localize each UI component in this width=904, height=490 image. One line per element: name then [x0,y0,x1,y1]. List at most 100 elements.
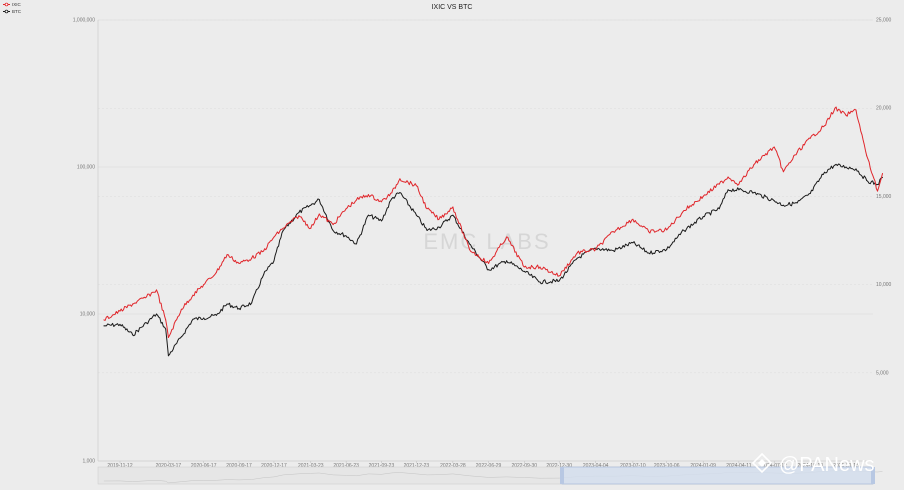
x-tick-label: 2022-03-28 [440,463,466,469]
data-point-ixic [782,171,784,173]
x-tick-label: 2022-12-30 [546,463,572,469]
data-point-btc [399,192,401,194]
data-point-ixic [718,183,720,185]
data-point-ixic [648,231,650,233]
data-point-btc [132,334,134,336]
data-point-btc [263,274,265,276]
data-point-ixic [683,210,685,211]
data-point-btc [251,302,253,304]
data-point-btc [426,230,428,231]
x-tick-label: 2020-09-17 [226,463,252,469]
y-right-tick-label: 5,000 [876,370,889,376]
data-point-btc [666,248,668,250]
data-point-ixic [345,208,347,210]
data-point-ixic [332,224,334,226]
x-tick-label: 2025-01-15 [833,463,859,469]
legend-marker-btc [4,9,9,14]
data-point-ixic [438,218,440,220]
data-point-btc [215,314,217,316]
x-tick-label: 2021-12-23 [404,463,430,469]
data-point-btc [648,252,650,254]
x-tick-label: 2021-09-23 [369,463,395,469]
data-point-btc [738,189,740,191]
data-point-btc [345,235,347,237]
data-point-btc [576,257,578,259]
data-point-btc [310,204,312,206]
data-point-btc [539,281,541,283]
data-point-btc [845,166,847,168]
data-point-btc [146,322,147,324]
watermark-text: EMC LABS [423,229,550,254]
data-point-btc [165,328,167,330]
y-left-tick-label: 10,000 [80,312,96,318]
data-point-ixic [165,319,167,321]
data-point-ixic [796,151,798,153]
data-point-btc [824,171,825,173]
series-layer [103,106,883,357]
data-point-ixic [738,183,740,185]
data-point-btc [753,192,755,194]
data-point-btc [834,164,836,166]
x-tick-label: 2024-10-14 [798,463,824,469]
data-point-ixic [298,215,300,217]
y-left-tick-label: 1,000,000 [73,18,95,24]
data-point-btc [506,260,508,262]
data-point-ixic [119,310,121,312]
data-point-ixic [452,206,454,208]
x-tick-label: 2020-12-17 [261,463,287,469]
data-point-ixic [167,337,169,338]
data-point-ixic [488,262,490,264]
y-right-tick-label: 25,000 [876,18,892,24]
data-point-btc [318,199,320,201]
data-point-ixic [238,262,240,264]
brand-text: @PANews [779,454,875,476]
y-left-tick-label: 100,000 [77,165,95,171]
x-tick-label: 2021-03-23 [298,463,324,469]
x-tick-label: 2023-10-06 [654,463,680,469]
data-point-btc [367,214,369,216]
data-point-btc [488,269,490,271]
data-point-ixic [702,195,704,197]
x-tick-label: 2022-09-30 [511,463,537,469]
data-point-ixic [612,231,614,233]
data-point-btc [632,242,634,244]
data-point-ixic [367,194,369,196]
data-point-btc [103,325,105,327]
data-point-btc [855,168,857,170]
data-point-btc [282,230,284,231]
y-axis-left: 1,000 10,000 100,000 1,000,000 [73,18,99,465]
data-point-btc [523,270,525,272]
data-zoom-slider[interactable] [97,466,883,485]
data-point-ixic [595,248,597,250]
data-point-btc [882,176,883,178]
data-point-ixic [192,294,194,296]
slider-handle-right[interactable] [871,467,875,484]
data-point-ixic [523,266,525,268]
data-point-btc [782,204,784,206]
data-point-btc [718,208,720,210]
data-point-ixic [180,308,182,310]
data-point-ixic [506,236,508,238]
x-tick-label: 2024-04-11 [726,463,751,469]
data-point-ixic [539,266,541,268]
data-point-ixic [399,178,401,180]
x-tick-label: 2024-07-12 [761,463,787,469]
data-point-btc [612,250,614,252]
data-point-ixic [132,303,134,305]
y-right-tick-label: 15,000 [876,194,892,200]
slider-handle-left[interactable] [560,467,564,484]
data-point-ixic [381,201,382,203]
data-point-ixic [866,155,868,157]
data-point-btc [877,184,878,185]
data-point-ixic [426,208,428,210]
legend-label-btc: BTC [12,9,22,14]
data-point-btc [452,214,454,216]
panews-logo-icon [751,452,773,474]
data-point-ixic [310,227,312,229]
y-axis-right: 5,000 10,000 15,000 20,000 25,000 [876,18,892,377]
y-left-tick-label: 1,000 [82,459,95,465]
data-point-btc [809,193,811,194]
data-point-btc [702,216,704,218]
data-point-ixic [251,257,253,259]
